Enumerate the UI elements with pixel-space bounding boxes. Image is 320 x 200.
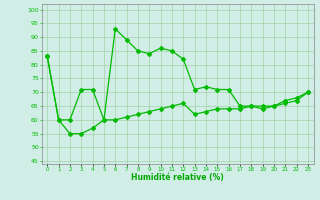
- X-axis label: Humidité relative (%): Humidité relative (%): [131, 173, 224, 182]
